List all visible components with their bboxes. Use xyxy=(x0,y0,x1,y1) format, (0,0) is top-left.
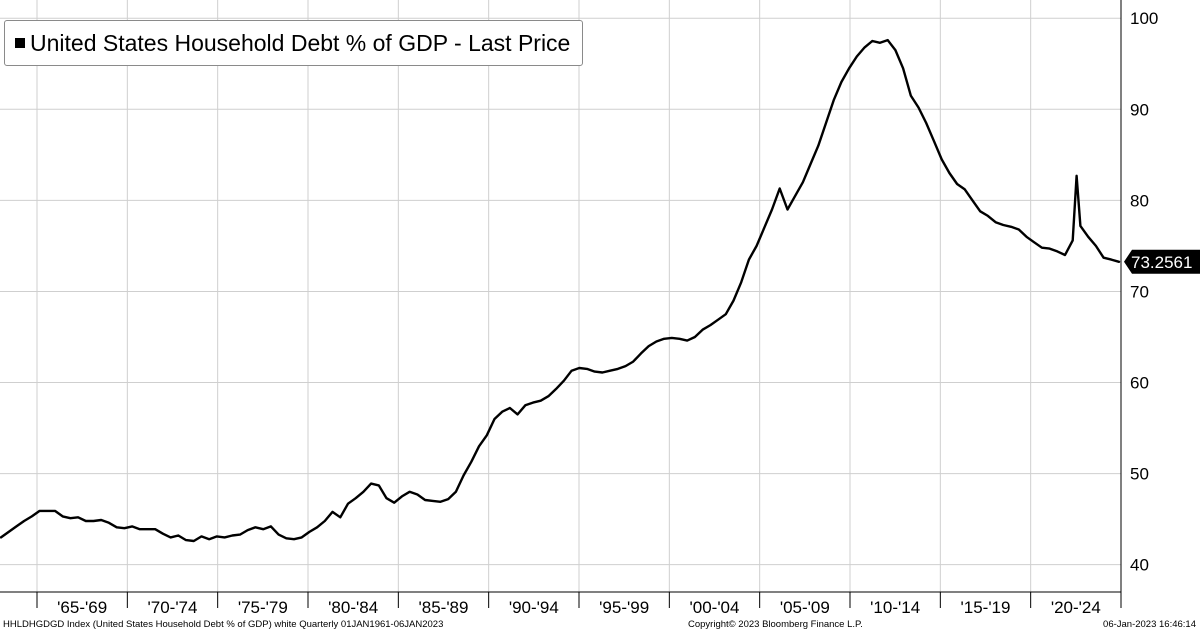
legend-label: United States Household Debt % of GDP - … xyxy=(30,29,571,56)
x-tick-label: '90-'94 xyxy=(509,598,559,617)
x-tick-label: '85-'89 xyxy=(419,598,469,617)
x-tick-label: '20-'24 xyxy=(1051,598,1101,617)
x-tick-label: '75-'79 xyxy=(238,598,288,617)
x-tick-label: '10-'14 xyxy=(870,598,920,617)
y-tick-label: 60 xyxy=(1130,374,1149,393)
x-tick-label: '00-'04 xyxy=(690,598,740,617)
y-tick-label: 100 xyxy=(1130,9,1158,28)
y-tick-label: 80 xyxy=(1130,191,1149,210)
x-tick-label: '15-'19 xyxy=(961,598,1011,617)
x-tick-label: '65-'69 xyxy=(57,598,107,617)
x-tick-label: '05-'09 xyxy=(780,598,830,617)
y-tick-label: 50 xyxy=(1130,465,1149,484)
footer-copyright: Copyright© 2023 Bloomberg Finance L.P. xyxy=(688,619,863,630)
last-price-label: 73.2561 xyxy=(1131,253,1192,272)
y-tick-label: 70 xyxy=(1130,282,1149,301)
y-tick-label: 90 xyxy=(1130,100,1149,119)
y-tick-label: 40 xyxy=(1130,556,1149,575)
footer-timestamp: 06-Jan-2023 16:46:14 xyxy=(1103,619,1196,630)
last-price-badge xyxy=(1124,249,1200,274)
series-line xyxy=(0,38,1121,543)
footer-source: HHLDHGDGD Index (United States Household… xyxy=(3,619,444,630)
legend: United States Household Debt % of GDP - … xyxy=(4,20,584,66)
x-tick-label: '70-'74 xyxy=(148,598,198,617)
legend-swatch-icon xyxy=(15,38,25,48)
x-tick-label: '80-'84 xyxy=(328,598,378,617)
x-tick-label: '95-'99 xyxy=(599,598,649,617)
